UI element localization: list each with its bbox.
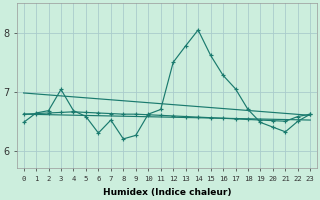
X-axis label: Humidex (Indice chaleur): Humidex (Indice chaleur) — [103, 188, 231, 197]
